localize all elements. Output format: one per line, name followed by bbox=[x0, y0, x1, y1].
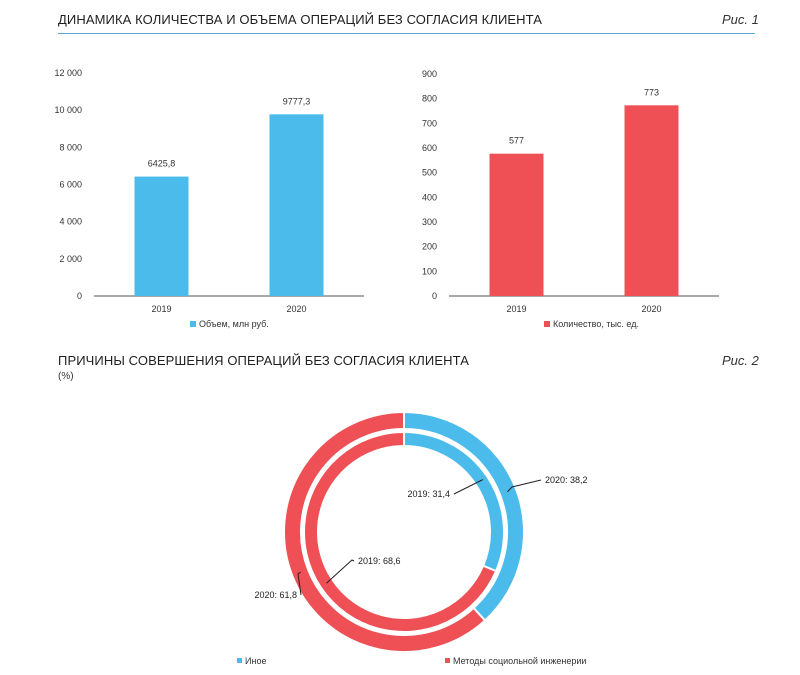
donut-data-label: 2019: 68,6 bbox=[358, 556, 401, 566]
count-y-tick-label: 300 bbox=[422, 217, 437, 227]
volume-y-tick-label: 10 000 bbox=[54, 105, 82, 115]
donut-slice-2019-1 bbox=[303, 430, 498, 633]
bar-chart-count: 0 100 200 300 400 500 600 700 800 900 577 2019 773 20… bbox=[422, 69, 719, 329]
count-legend-label: Количество, тыс. ед. bbox=[553, 319, 639, 329]
count-data-label-2019: 577 bbox=[509, 136, 524, 146]
count-y-tick-label: 0 bbox=[432, 291, 437, 301]
count-y-tick-label: 600 bbox=[422, 143, 437, 153]
count-y-tick-label: 900 bbox=[422, 69, 437, 79]
donut-leader-line bbox=[297, 571, 302, 596]
count-y-tick-label: 200 bbox=[422, 242, 437, 252]
volume-x-tick-label: 2019 bbox=[151, 304, 171, 314]
count-legend-swatch bbox=[544, 321, 550, 327]
donut-data-label: 2019: 31,4 bbox=[407, 489, 450, 499]
count-y-tick-label: 700 bbox=[422, 118, 437, 128]
count-y-tick-label: 800 bbox=[422, 94, 437, 104]
volume-y-tick-label: 2 000 bbox=[59, 254, 82, 264]
volume-bar-2019 bbox=[134, 176, 189, 296]
volume-y-tick-label: 0 bbox=[77, 291, 82, 301]
donut-leader-line bbox=[507, 479, 542, 493]
donut-leader-line bbox=[326, 559, 355, 584]
donut-leader-line bbox=[453, 478, 484, 495]
count-y-tick-label: 500 bbox=[422, 168, 437, 178]
count-y-tick-label: 100 bbox=[422, 266, 437, 276]
volume-y-tick-label: 8 000 bbox=[59, 142, 82, 152]
figure-1-rule bbox=[58, 33, 755, 34]
count-bar-2019 bbox=[489, 153, 544, 296]
volume-data-label-2019: 6425,8 bbox=[148, 159, 176, 169]
donut-data-label: 2020: 38,2 bbox=[545, 475, 588, 485]
volume-legend-swatch bbox=[190, 321, 196, 327]
volume-x-tick-label: 2020 bbox=[286, 304, 306, 314]
figure-2-title: ПРИЧИНЫ СОВЕРШЕНИЯ ОПЕРАЦИЙ БЕЗ СОГЛАСИЯ… bbox=[58, 353, 469, 368]
count-bar-2020 bbox=[624, 105, 679, 297]
volume-y-tick-label: 12 000 bbox=[54, 68, 82, 78]
figure-1-label: Рис. 1 bbox=[722, 12, 759, 27]
donut-data-label: 2020: 61,8 bbox=[254, 590, 297, 600]
volume-bar-2020 bbox=[269, 114, 324, 296]
figure-1-title: ДИНАМИКА КОЛИЧЕСТВА И ОБЪЕМА ОПЕРАЦИЙ БЕ… bbox=[58, 12, 543, 27]
count-x-tick-label: 2020 bbox=[641, 304, 661, 314]
volume-y-tick-label: 4 000 bbox=[59, 217, 82, 227]
volume-y-tick-label: 6 000 bbox=[59, 180, 82, 190]
donut-legend-label-other: Иное bbox=[245, 656, 266, 666]
count-x-tick-label: 2019 bbox=[506, 304, 526, 314]
donut-legend-label-social: Методы социольной инженерии bbox=[453, 656, 586, 666]
count-data-label-2020: 773 bbox=[644, 87, 659, 97]
donut-slice-2020-1 bbox=[283, 410, 487, 653]
donut-legend-swatch-other bbox=[237, 658, 242, 663]
volume-data-label-2020: 9777,3 bbox=[283, 96, 311, 106]
count-y-tick-label: 400 bbox=[422, 192, 437, 202]
donut-legend-swatch-social bbox=[445, 658, 450, 663]
volume-legend-label: Объем, млн руб. bbox=[199, 319, 269, 329]
figure-2-unit: (%) bbox=[58, 371, 74, 382]
bar-chart-volume: 0 2 000 4 000 6 000 8 000 10 000 12 000 6425,8 2… bbox=[54, 68, 364, 329]
figure-2-label: Рис. 2 bbox=[722, 353, 759, 368]
